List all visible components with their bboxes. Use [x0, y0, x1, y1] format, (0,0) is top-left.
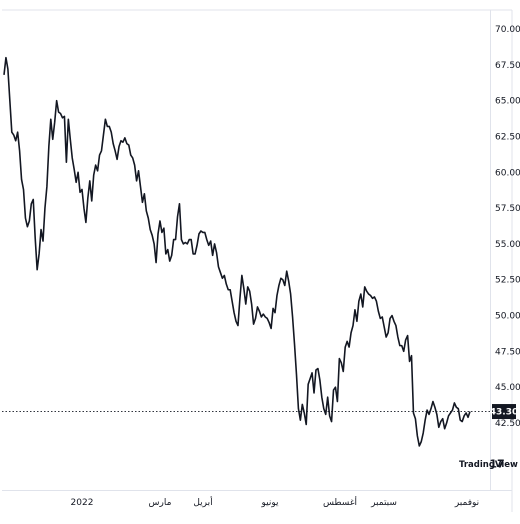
y-tick-label: 65.00 — [495, 97, 520, 107]
x-tick-label: سبتمبر — [370, 498, 397, 508]
last-price-tag-label: 43.30 — [490, 408, 518, 418]
y-tick-label: 47.50 — [495, 347, 520, 357]
y-tick-label: 57.50 — [495, 204, 520, 214]
x-axis: 2022 مارس أبريل يونيو أغسطس سبتمبر نوفمبر — [71, 496, 480, 508]
series-line — [3, 56, 471, 447]
y-tick-label: 50.00 — [495, 312, 520, 322]
tradingview-logo-mark: 17 — [489, 458, 504, 471]
x-tick-label: يونيو — [260, 498, 279, 508]
tradingview-logo[interactable]: TradingView 17 — [459, 458, 518, 471]
x-tick-label: أبريل — [193, 496, 212, 508]
x-tick-label: نوفمبر — [454, 498, 479, 508]
last-price-tag: 43.30 — [490, 404, 518, 420]
y-tick-label: 67.50 — [495, 61, 520, 71]
y-tick-label: 42.50 — [495, 419, 520, 429]
x-tick-label: 2022 — [71, 498, 94, 508]
y-tick-label: 45.00 — [495, 383, 520, 393]
y-axis: 70.00 67.50 65.00 62.50 60.00 57.50 55.00 52.50… — [495, 25, 520, 429]
x-tick-label: أغسطس — [323, 496, 357, 508]
y-tick-label: 62.50 — [495, 132, 520, 142]
last-price-tag-box — [492, 404, 516, 420]
tradingview-logo-text: TradingView — [459, 460, 518, 470]
y-tick-label: 55.00 — [495, 240, 520, 250]
y-tick-label: 52.50 — [495, 276, 520, 286]
y-tick-label: 70.00 — [495, 25, 520, 35]
y-tick-label: 60.00 — [495, 168, 520, 178]
x-tick-label: مارس — [149, 498, 172, 508]
